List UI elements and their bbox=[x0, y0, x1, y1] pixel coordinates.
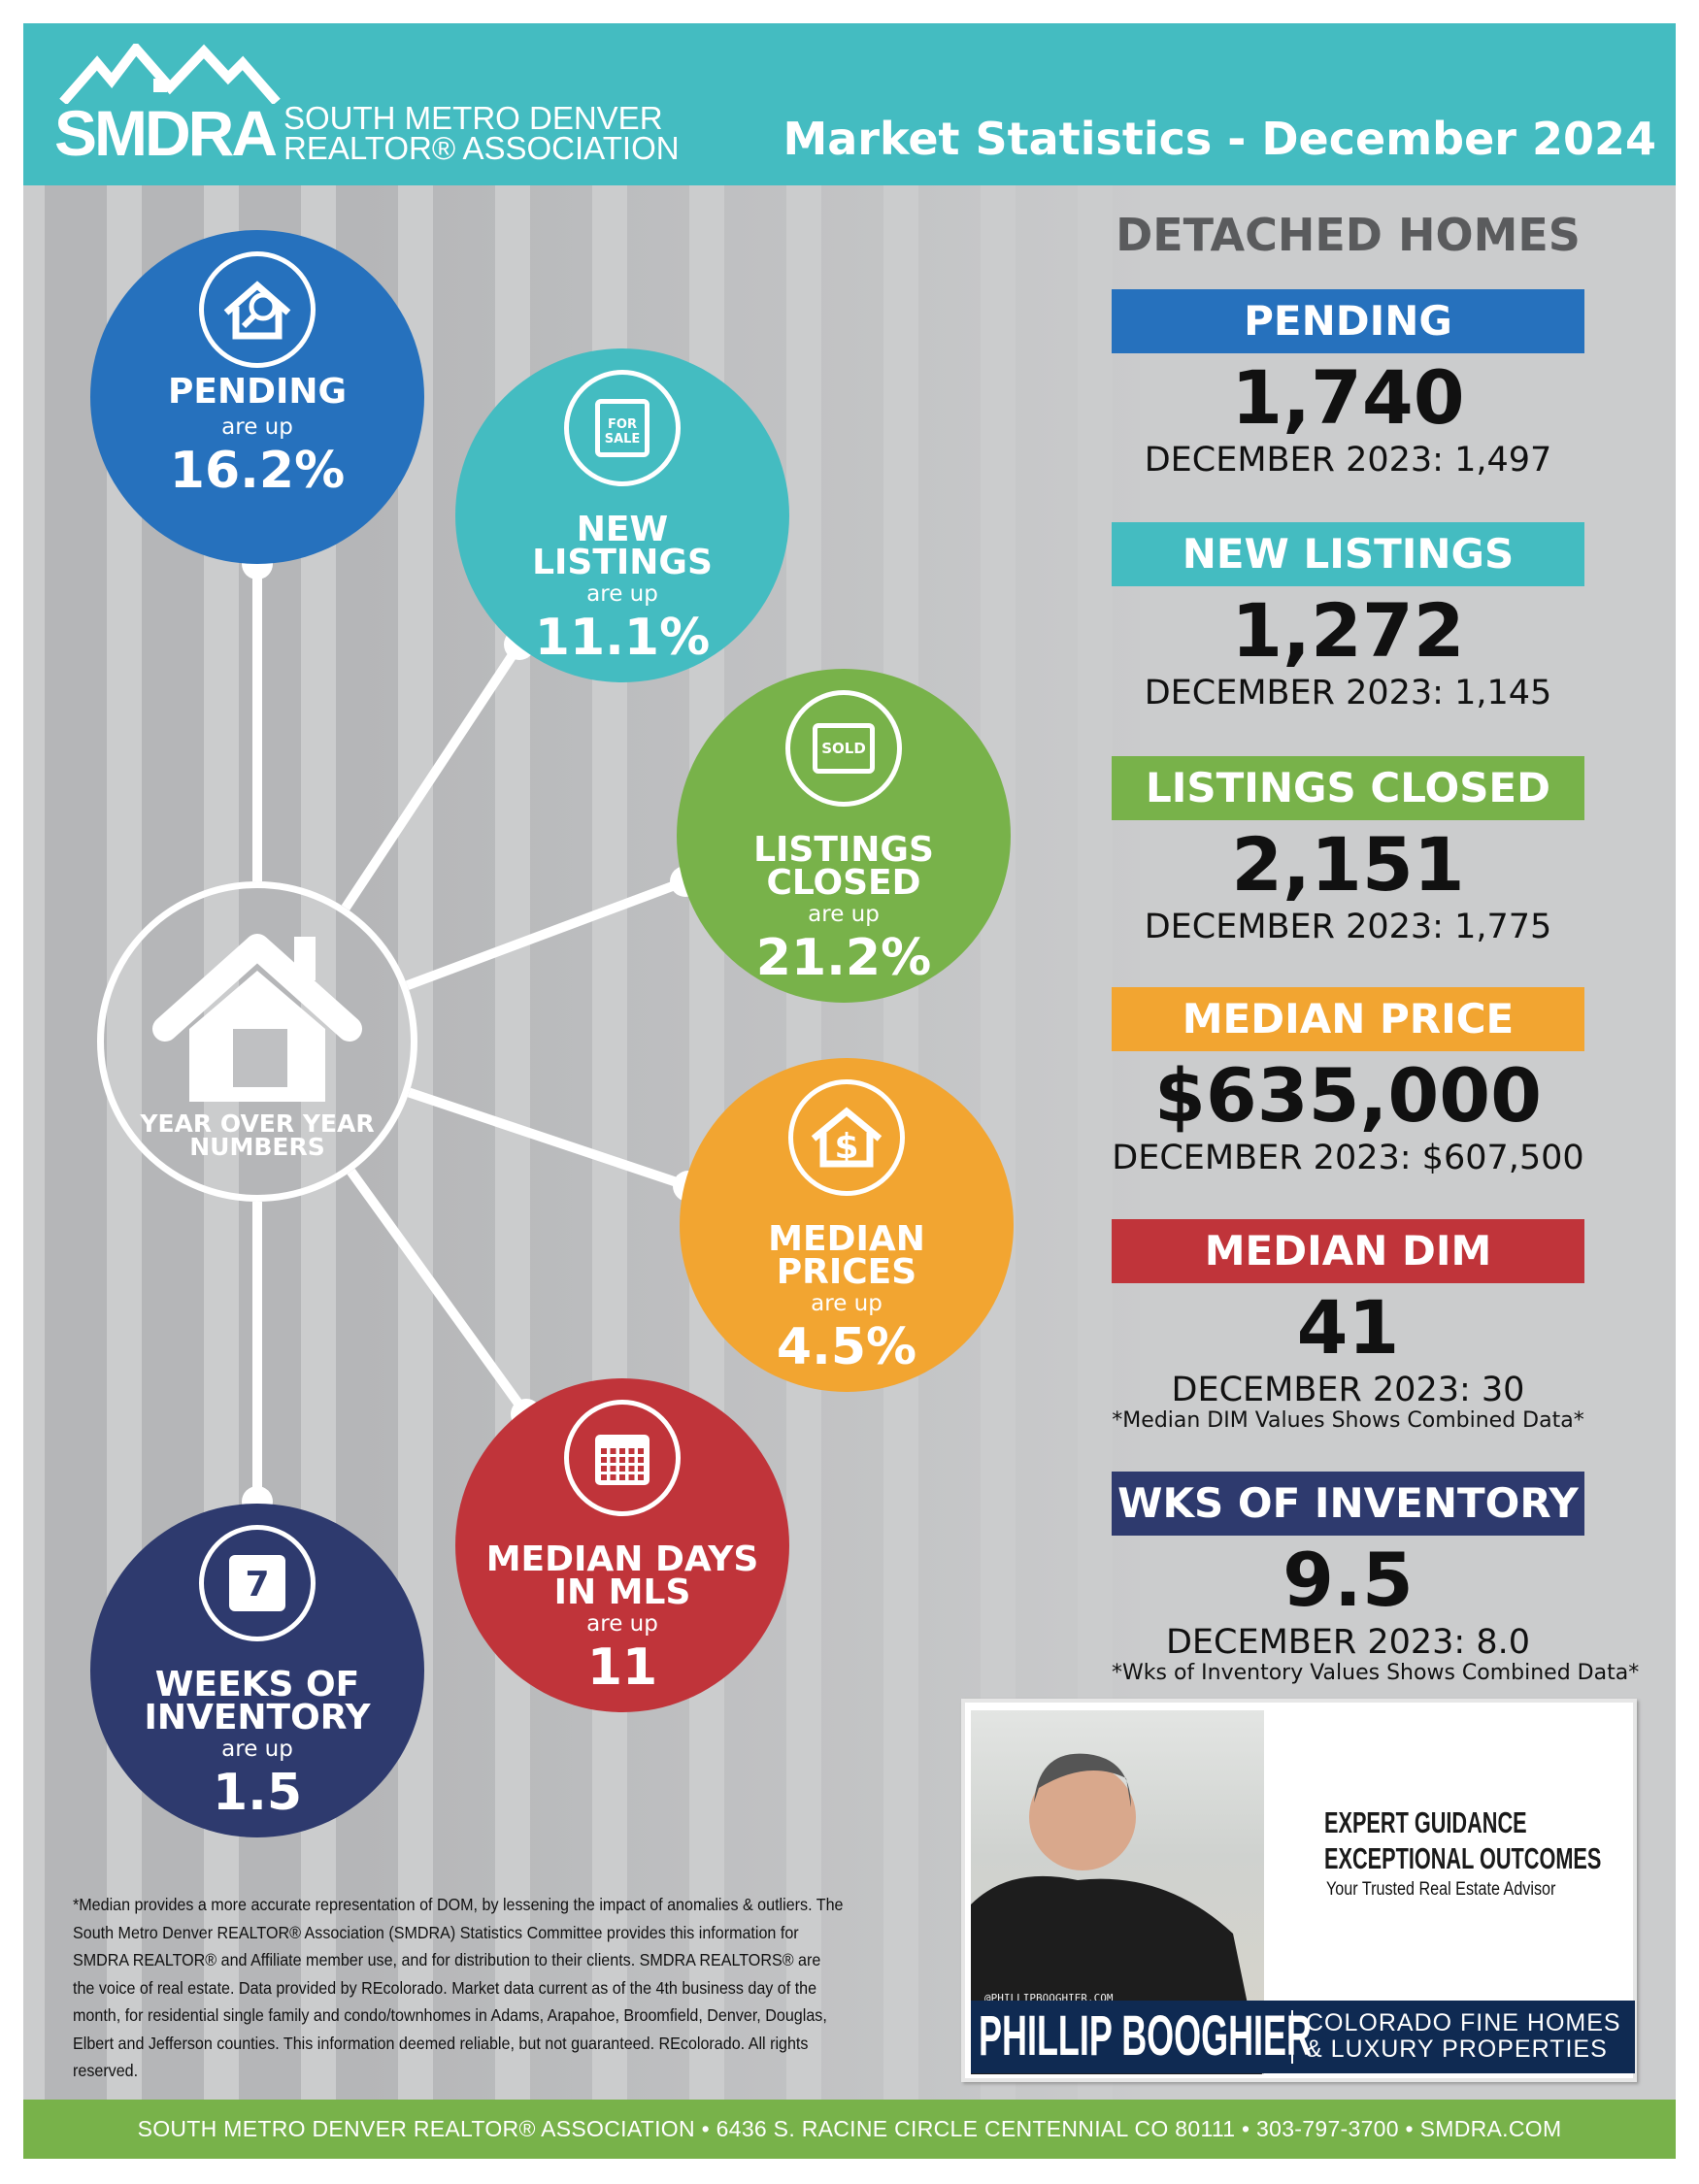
circle-title: NEW LISTINGS bbox=[532, 510, 713, 582]
circle-value: 4.5% bbox=[776, 1318, 917, 1376]
circle-weeks-inventory: 7 WEEKS OF INVENTORY are up 1.5 bbox=[90, 1504, 424, 1837]
circle-title: WEEKS OF INVENTORY bbox=[144, 1665, 371, 1737]
connector-line bbox=[407, 1087, 690, 1191]
circle-listings-closed: SOLD LISTINGS CLOSED are up 21.2% bbox=[677, 669, 1011, 1003]
circle-median-days: MEDIAN DAYS IN MLS are up 11 bbox=[455, 1378, 789, 1712]
house-icon bbox=[152, 934, 362, 1102]
calendar-grid-icon bbox=[564, 1400, 681, 1516]
agent-firm: COLORADO FINE HOMES & LUXURY PROPERTIES bbox=[1306, 2009, 1621, 2063]
circle-median-prices: $ MEDIAN PRICES are up 4.5% bbox=[680, 1058, 1014, 1392]
stat-prior: DECEMBER 2023: $607,500 bbox=[1112, 1139, 1584, 1177]
detached-homes-title: DETACHED HOMES bbox=[1116, 209, 1581, 261]
stat-label: WKS OF INVENTORY bbox=[1112, 1472, 1584, 1536]
stat-label: LISTINGS CLOSED bbox=[1112, 756, 1584, 820]
stat-median-days: MEDIAN DIM 41 DECEMBER 2023: 30 *Median … bbox=[1112, 1219, 1584, 1435]
circle-change-label: are up bbox=[808, 902, 880, 927]
stat-note: *Wks of Inventory Values Shows Combined … bbox=[1112, 1661, 1640, 1685]
circle-pending: PENDING are up 16.2% bbox=[90, 230, 424, 564]
agent-tagline: EXPERT GUIDANCE EXCEPTIONAL OUTCOMES bbox=[1324, 1805, 1602, 1875]
connector-line bbox=[405, 877, 687, 990]
circle-value: 11.1% bbox=[534, 609, 711, 667]
stat-value: 2,151 bbox=[1231, 821, 1465, 908]
circle-title: LISTINGS CLOSED bbox=[753, 830, 934, 903]
agent-name-band: PHILLIP BOOGHIER COLORADO FINE HOMES & LU… bbox=[971, 2001, 1635, 2073]
header bbox=[23, 23, 1676, 185]
stat-label: NEW LISTINGS bbox=[1112, 522, 1584, 586]
sold-sign-icon: SOLD bbox=[785, 690, 902, 807]
stat-prior: DECEMBER 2023: 1,775 bbox=[1144, 908, 1552, 946]
circle-new-listings: FOR SALE NEW LISTINGS are up 11.1% bbox=[455, 348, 789, 682]
circle-value: 11 bbox=[586, 1638, 658, 1697]
stat-prior: DECEMBER 2023: 30 bbox=[1171, 1371, 1525, 1409]
for-sale-sign-icon: FOR SALE bbox=[564, 370, 681, 486]
stat-value: 1,272 bbox=[1231, 587, 1465, 674]
circle-value: 1.5 bbox=[212, 1764, 303, 1822]
stat-value: 9.5 bbox=[1283, 1537, 1414, 1623]
circle-title: MEDIAN PRICES bbox=[768, 1219, 925, 1292]
connector-line bbox=[347, 1168, 531, 1417]
circle-change-label: are up bbox=[811, 1291, 883, 1316]
stat-weeks-inventory: WKS OF INVENTORY 9.5 DECEMBER 2023: 8.0 … bbox=[1112, 1472, 1640, 1687]
stat-listings-closed: LISTINGS CLOSED 2,151 DECEMBER 2023: 1,7… bbox=[1112, 756, 1584, 944]
year-over-year-hub bbox=[97, 881, 417, 1202]
stat-prior: DECEMBER 2023: 1,497 bbox=[1144, 441, 1552, 480]
agent-name: PHILLIP BOOGHIER bbox=[979, 2004, 1312, 2068]
connector-line bbox=[341, 642, 524, 911]
circle-change-label: are up bbox=[586, 581, 658, 607]
mountain-house-logo-icon bbox=[59, 44, 281, 104]
page-title: Market Statistics - December 2024 bbox=[783, 113, 1656, 165]
agent-subtagline: Your Trusted Real Estate Advisor bbox=[1326, 1879, 1556, 1900]
svg-text:$: $ bbox=[834, 1127, 858, 1167]
circle-change-label: are up bbox=[586, 1611, 658, 1637]
circle-title: PENDING bbox=[167, 372, 348, 412]
stat-value: $635,000 bbox=[1153, 1052, 1543, 1139]
stat-value: 1,740 bbox=[1231, 354, 1465, 441]
stat-pending: PENDING 1,740 DECEMBER 2023: 1,497 bbox=[1112, 289, 1584, 478]
house-dollar-icon: $ bbox=[788, 1079, 905, 1196]
stat-label: MEDIAN DIM bbox=[1112, 1219, 1584, 1283]
calendar-7-icon: 7 bbox=[199, 1525, 316, 1641]
circle-value: 21.2% bbox=[755, 929, 932, 987]
stat-value: 41 bbox=[1296, 1284, 1400, 1371]
stat-note: *Median DIM Values Shows Combined Data* bbox=[1112, 1408, 1584, 1433]
stat-prior: DECEMBER 2023: 8.0 bbox=[1165, 1623, 1531, 1662]
circle-title: MEDIAN DAYS IN MLS bbox=[485, 1539, 759, 1612]
logo-name: SOUTH METRO DENVER REALTOR® ASSOCIATION bbox=[283, 100, 680, 166]
stat-new-listings: NEW LISTINGS 1,272 DECEMBER 2023: 1,145 bbox=[1112, 522, 1584, 711]
footer: SOUTH METRO DENVER REALTOR® ASSOCIATION … bbox=[23, 2100, 1676, 2159]
stat-label: PENDING bbox=[1112, 289, 1584, 353]
stat-prior: DECEMBER 2023: 1,145 bbox=[1144, 674, 1552, 712]
logo-abbr: SMDRA bbox=[54, 97, 278, 169]
circle-value: 16.2% bbox=[169, 442, 346, 500]
hub-label: YEAR OVER YEAR NUMBERS bbox=[140, 1109, 375, 1161]
stat-median-prices: MEDIAN PRICE $635,000 DECEMBER 2023: $60… bbox=[1112, 987, 1584, 1175]
divider bbox=[1291, 2010, 1293, 2064]
stat-label: MEDIAN PRICE bbox=[1112, 987, 1584, 1051]
agent-card[interactable]: @PHILLIPBOOGHIER.COM EXPERT GUIDANCE EXCE… bbox=[961, 1699, 1637, 2082]
disclaimer: *Median provides a more accurate represe… bbox=[73, 1895, 844, 2080]
circle-change-label: are up bbox=[221, 414, 293, 440]
circle-change-label: are up bbox=[221, 1737, 293, 1762]
house-search-icon bbox=[199, 251, 316, 368]
